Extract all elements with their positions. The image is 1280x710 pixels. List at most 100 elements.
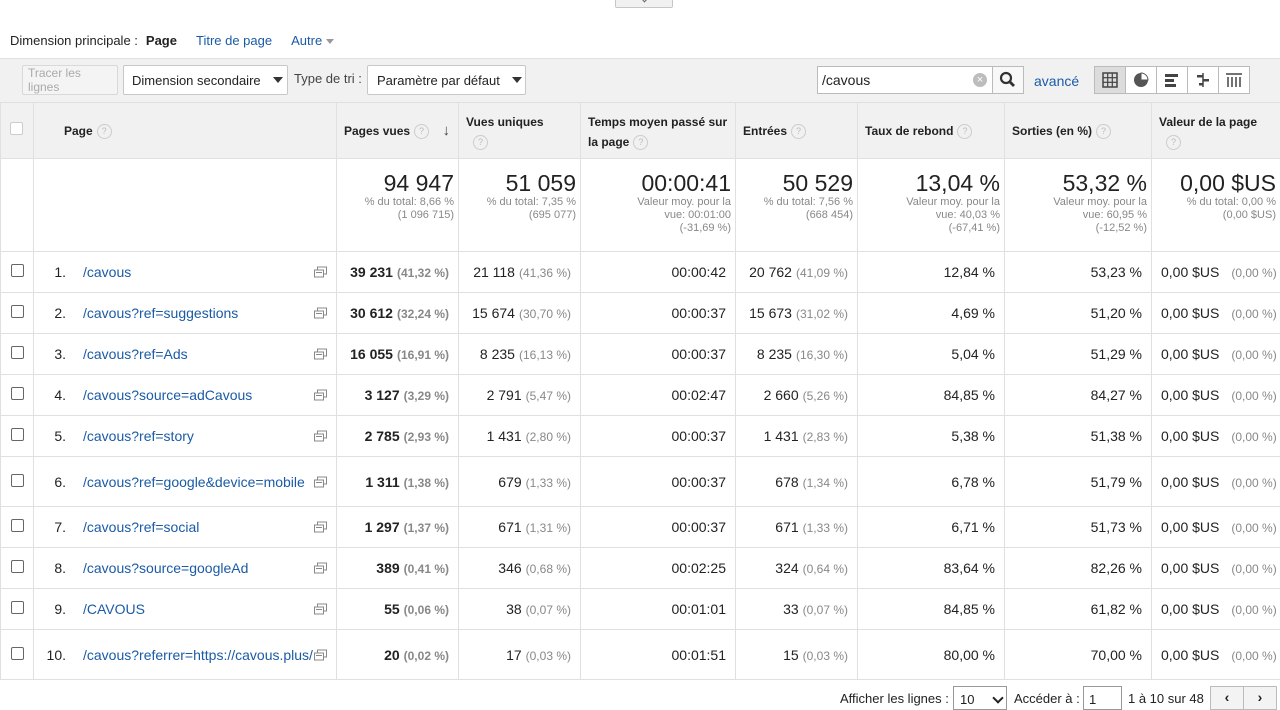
col-header-pageviews[interactable]: Pages vues? ↓	[337, 103, 459, 159]
advanced-filter-link[interactable]: avancé	[1034, 73, 1079, 89]
page-cell: 6./cavous?ref=google&device=mobile	[34, 457, 337, 507]
unique-views-cell: 671(1,31 %)	[459, 507, 581, 548]
open-in-new-window-icon[interactable]	[314, 476, 327, 487]
row-select-cell[interactable]	[1, 589, 34, 630]
open-in-new-window-icon[interactable]	[314, 390, 327, 401]
page-link[interactable]: /cavous?ref=story	[83, 428, 313, 444]
pie-view-button[interactable]	[1125, 66, 1157, 94]
row-select-cell[interactable]	[1, 293, 34, 334]
row-select-cell[interactable]	[1, 252, 34, 293]
row-select-cell[interactable]	[1, 457, 34, 507]
page-link[interactable]: /cavous?ref=google&device=mobile	[83, 474, 313, 490]
open-in-new-window-icon[interactable]	[314, 604, 327, 615]
prev-page-button[interactable]: ‹	[1210, 686, 1244, 710]
help-icon[interactable]: ?	[97, 124, 112, 139]
row-checkbox[interactable]	[11, 647, 24, 660]
rows-per-page-select[interactable]: 10	[953, 686, 1007, 710]
row-checkbox[interactable]	[11, 560, 24, 573]
table-view-button[interactable]	[1094, 66, 1126, 94]
page-link[interactable]: /cavous?source=adCavous	[83, 387, 313, 403]
row-select-cell[interactable]	[1, 416, 34, 457]
performance-view-button[interactable]	[1156, 66, 1188, 94]
collapse-handle[interactable]	[615, 0, 673, 8]
page-link[interactable]: /cavous?source=googleAd	[83, 560, 313, 576]
open-in-new-window-icon[interactable]	[314, 649, 327, 660]
page-link[interactable]: /cavous?ref=Ads	[83, 346, 313, 362]
go-to-page-input[interactable]: 1	[1083, 686, 1122, 710]
row-checkbox[interactable]	[11, 428, 24, 441]
clear-search-icon[interactable]: ×	[973, 73, 987, 87]
row-checkbox[interactable]	[11, 519, 24, 532]
page-link[interactable]: /cavous	[83, 264, 313, 280]
pivot-view-button[interactable]	[1218, 66, 1250, 94]
row-select-cell[interactable]	[1, 375, 34, 416]
col-header-avg-time[interactable]: Temps moyen passé sur la page?	[581, 103, 736, 159]
col-header-entrances[interactable]: Entrées?	[736, 103, 858, 159]
help-icon[interactable]: ?	[473, 135, 488, 150]
col-header-bounce-rate[interactable]: Taux de rebond?	[858, 103, 1005, 159]
row-select-cell[interactable]	[1, 507, 34, 548]
col-header-pageviews-label: Pages vues	[344, 124, 410, 138]
secondary-dimension-dropdown[interactable]: Dimension secondaire	[123, 65, 288, 95]
select-all-checkbox[interactable]	[10, 122, 23, 135]
sort-desc-arrow-icon[interactable]: ↓	[443, 121, 451, 141]
col-header-unique-views[interactable]: Vues uniques?	[459, 103, 581, 159]
open-in-new-window-icon[interactable]	[314, 522, 327, 533]
help-icon[interactable]: ?	[633, 135, 648, 150]
table-row[interactable]: 10./cavous?referrer=https://cavous.plus/…	[1, 630, 1280, 680]
open-in-new-window-icon[interactable]	[314, 431, 327, 442]
col-header-exit-rate[interactable]: Sorties (en %)?	[1005, 103, 1152, 159]
dimension-page-title-link[interactable]: Titre de page	[196, 33, 272, 48]
row-checkbox[interactable]	[11, 305, 24, 318]
avg-time-cell: 00:00:37	[581, 416, 736, 457]
col-header-page[interactable]: Page?	[34, 103, 337, 159]
pageviews-value: 16 055	[350, 346, 393, 362]
dimension-page[interactable]: Page	[146, 33, 177, 48]
open-in-new-window-icon[interactable]	[314, 563, 327, 574]
comparison-view-button[interactable]	[1187, 66, 1219, 94]
table-search-input[interactable]: /cavous ×	[817, 66, 993, 94]
row-checkbox[interactable]	[11, 601, 24, 614]
open-in-new-window-icon[interactable]	[314, 349, 327, 360]
unique-views-percent: (2,80 %)	[526, 430, 571, 444]
page-link[interactable]: /cavous?ref=social	[83, 519, 313, 535]
row-select-cell[interactable]	[1, 334, 34, 375]
page-link[interactable]: /cavous?referrer=https://cavous.plus/	[83, 647, 313, 663]
page-value-percent: (0,00 %)	[1231, 649, 1276, 663]
exit-rate-value: 70,00 %	[1091, 647, 1142, 663]
col-header-page-value[interactable]: Valeur de la page?	[1152, 103, 1280, 159]
page-link[interactable]: /CAVOUS	[83, 601, 313, 617]
open-in-new-window-icon[interactable]	[314, 267, 327, 278]
select-all-cell[interactable]	[1, 103, 34, 159]
help-icon[interactable]: ?	[791, 124, 806, 139]
page-value-value: 0,00 $US	[1161, 346, 1219, 362]
row-select-cell[interactable]	[1, 630, 34, 680]
row-checkbox[interactable]	[11, 264, 24, 277]
open-in-new-window-icon[interactable]	[314, 308, 327, 319]
row-checkbox[interactable]	[11, 387, 24, 400]
page-link[interactable]: /cavous?ref=suggestions	[83, 305, 313, 321]
dimension-other-dropdown[interactable]: Autre	[291, 33, 334, 48]
help-icon[interactable]: ?	[414, 124, 429, 139]
row-checkbox[interactable]	[11, 474, 24, 487]
plot-rows-button[interactable]: Tracer les lignes	[22, 65, 118, 95]
row-checkbox[interactable]	[11, 346, 24, 359]
entrances-cell: 33(0,07 %)	[736, 589, 858, 630]
search-button[interactable]	[992, 66, 1024, 94]
col-header-entrances-label: Entrées	[743, 124, 787, 138]
help-icon[interactable]: ?	[1166, 135, 1181, 150]
next-page-button[interactable]: ›	[1243, 686, 1277, 710]
help-icon[interactable]: ?	[1096, 124, 1111, 139]
sort-type-dropdown[interactable]: Paramètre par défaut	[367, 65, 526, 95]
row-select-cell[interactable]	[1, 548, 34, 589]
help-icon[interactable]: ?	[957, 124, 972, 139]
